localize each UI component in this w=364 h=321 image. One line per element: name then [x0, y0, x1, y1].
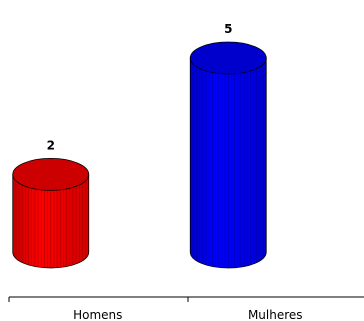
x-axis	[8, 296, 364, 302]
value-label-homens: 2	[47, 138, 55, 152]
bar-top-homens	[12, 157, 90, 191]
value-label-mulheres: 5	[224, 22, 232, 36]
labels-layer: 2 Homens 5 Mulheres	[47, 22, 303, 321]
bar-mulheres	[189, 41, 267, 269]
category-label-homens: Homens	[73, 308, 122, 321]
bar-top-mulheres	[189, 41, 267, 75]
bar-homens	[12, 157, 90, 269]
bars-layer	[12, 41, 267, 269]
category-label-mulheres: Mulheres	[248, 308, 303, 321]
